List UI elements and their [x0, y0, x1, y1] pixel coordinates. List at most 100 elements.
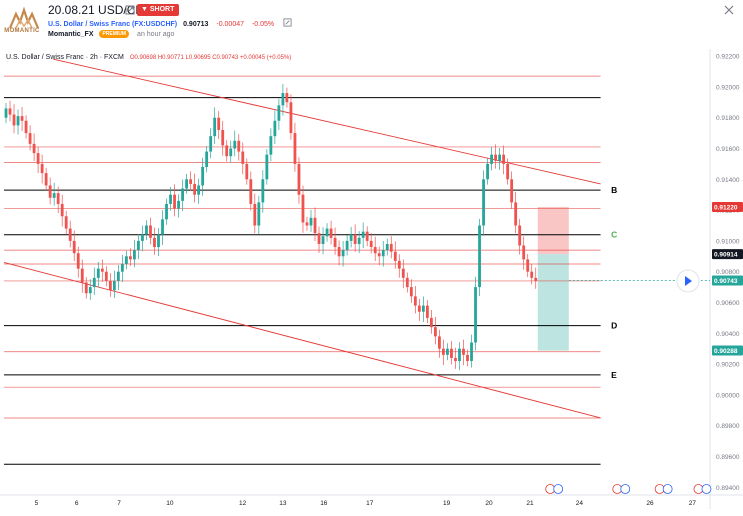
candle-body [44, 173, 48, 186]
candle-body [482, 179, 485, 226]
candle-body [249, 179, 253, 204]
candle-body [301, 194, 305, 223]
candle-body [181, 188, 184, 201]
candle-body [498, 154, 502, 161]
candle-body [313, 217, 317, 234]
candle-body [64, 216, 68, 229]
candle-body [116, 271, 120, 281]
candle-body [56, 193, 60, 204]
candle-body [24, 120, 28, 134]
candle-body [337, 247, 341, 257]
candle-body [120, 263, 124, 272]
premium-badge: PREMIUM [99, 30, 130, 38]
candle-body [429, 317, 433, 328]
candle-body [530, 271, 534, 278]
candle-body [205, 151, 209, 167]
candle-body [365, 231, 369, 241]
y-tick-label: 0.92200 [716, 54, 740, 61]
chart-area[interactable]: 0.92200 0.92000 0.91800 0.91600 0.91400 0.912… [0, 49, 743, 511]
candle-body [433, 327, 437, 337]
candle-body [173, 194, 176, 209]
candle-body [369, 240, 373, 248]
candle-body [421, 305, 425, 312]
candle-body [381, 250, 385, 257]
y-tick-label: 0.91400 [716, 177, 740, 184]
candle-body [514, 202, 518, 226]
candle-body [233, 140, 237, 149]
candle-body [157, 234, 160, 248]
candle-body [177, 200, 180, 209]
price-chart[interactable]: 0.92200 0.92000 0.91800 0.91600 0.91400 0.912… [0, 49, 743, 511]
y-tick-label: 0.90400 [716, 331, 740, 338]
x-tick-label: 16 [320, 500, 328, 507]
author-line: Momantic_FX PREMIUM an hour ago [48, 30, 174, 38]
symbol-change: -0.00047 [216, 21, 244, 28]
candle-body [145, 225, 148, 235]
candle-body [229, 148, 233, 157]
time-ago: an hour ago [137, 31, 175, 38]
candle-body [129, 256, 132, 260]
candle-body [153, 237, 156, 248]
candle-body [189, 179, 193, 184]
author-link[interactable]: Momantic_FX [48, 31, 94, 38]
economic-event-icon[interactable] [620, 484, 631, 494]
candle-body [72, 240, 76, 254]
candle-body [237, 140, 241, 152]
candle-body [526, 259, 530, 272]
x-tick-label: 17 [366, 500, 374, 507]
candle-body [357, 237, 361, 244]
candle-body [137, 240, 140, 251]
x-tick-label: 20 [485, 500, 493, 507]
x-tick-label: 27 [689, 500, 697, 507]
candle-body [104, 271, 108, 281]
candle-body [4, 108, 8, 118]
y-tick-label: 0.89400 [716, 485, 740, 492]
y-tick-label: 0.92000 [716, 84, 740, 91]
candle-body [161, 219, 164, 235]
candle-body [321, 236, 325, 244]
symbol-link[interactable]: U.S. Dollar / Swiss Franc (FX:USDCHF) [48, 21, 178, 28]
candle-body [197, 185, 201, 195]
y-tick-label: 0.90800 [716, 269, 740, 276]
candle-body [470, 342, 473, 362]
candle-body [112, 280, 116, 291]
candle-body [486, 163, 489, 180]
x-tick-label: 5 [35, 500, 39, 507]
candle-body [225, 145, 229, 157]
share-icon[interactable] [124, 4, 136, 16]
economic-event-icon[interactable] [662, 484, 673, 494]
trend-line [53, 58, 601, 185]
candle-body [12, 114, 16, 126]
candle-body [329, 228, 333, 238]
economic-event-icon[interactable] [701, 484, 712, 494]
candle-body [277, 105, 281, 121]
candle-body [409, 287, 413, 297]
candle-body [52, 193, 56, 198]
take-profit-zone [537, 254, 569, 351]
candle-body [305, 222, 309, 226]
candle-body [221, 130, 225, 146]
candle-body [8, 108, 12, 115]
play-icon[interactable] [685, 276, 692, 286]
candle-body [124, 256, 128, 264]
candle-body [165, 203, 168, 220]
candle-body [353, 234, 357, 244]
edit-icon[interactable] [283, 18, 292, 27]
economic-event-icon[interactable] [553, 484, 564, 494]
chart-legend: U.S. Dollar / Swiss Franc · 2h · FXCM O0… [6, 54, 291, 61]
x-tick-label: 12 [239, 500, 247, 507]
candle-body [108, 280, 112, 291]
candle-body [506, 163, 510, 180]
candle-body [385, 243, 389, 251]
close-icon[interactable] [723, 4, 735, 16]
price-label-box [712, 275, 743, 286]
price-label-box [712, 202, 743, 213]
momantic-logo [8, 6, 40, 29]
candle-body [32, 143, 36, 154]
price-label: 0.90743 [714, 278, 738, 285]
candle-body [345, 240, 349, 251]
x-tick-label: 21 [526, 500, 534, 507]
candle-body [325, 228, 329, 237]
candle-body [478, 225, 481, 288]
candle-body [349, 234, 353, 241]
